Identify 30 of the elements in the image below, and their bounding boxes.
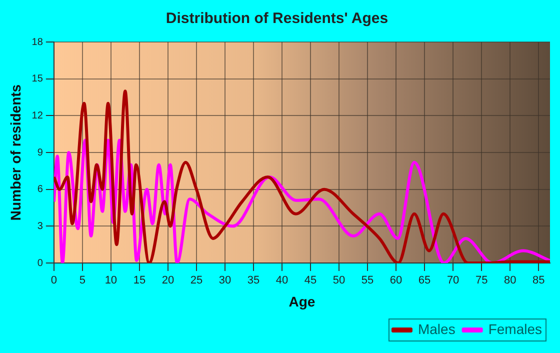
- x-tick-label: 45: [304, 274, 317, 287]
- x-tick-label: 20: [162, 274, 174, 287]
- x-tick-label: 80: [504, 274, 516, 287]
- x-tick-label: 65: [418, 274, 431, 287]
- x-tick-label: 50: [332, 274, 346, 287]
- legend-label: Males: [418, 320, 456, 337]
- chart-title: Distribution of Residents' Ages: [166, 10, 388, 28]
- y-tick-label: 12: [32, 110, 44, 122]
- x-tick-label: 70: [446, 274, 460, 287]
- x-tick-label: 40: [276, 274, 288, 287]
- x-tick-label: 30: [218, 274, 232, 287]
- x-tick-label: 25: [190, 274, 203, 287]
- x-tick-label: 85: [532, 274, 545, 287]
- x-tick-label: 15: [133, 274, 146, 287]
- x-tick-label: 35: [247, 274, 260, 287]
- y-axis-title: Number of residents: [7, 84, 24, 221]
- y-tick-label: 15: [32, 74, 44, 85]
- x-tick-label: 0: [50, 274, 57, 287]
- x-tick-label: 60: [390, 274, 402, 287]
- x-tick-label: 75: [475, 274, 488, 287]
- y-tick-label: 0: [37, 258, 44, 269]
- legend-label: Females: [488, 320, 542, 337]
- x-tick-label: 5: [79, 274, 86, 287]
- y-tick-label: 3: [37, 220, 44, 232]
- x-axis-title: Age: [288, 293, 316, 310]
- x-tick-label: 55: [361, 274, 374, 287]
- x-tick-label: 10: [104, 274, 118, 287]
- y-tick-label: 18: [32, 36, 44, 48]
- y-tick-label: 9: [37, 147, 44, 158]
- y-tick-label: 6: [37, 184, 44, 196]
